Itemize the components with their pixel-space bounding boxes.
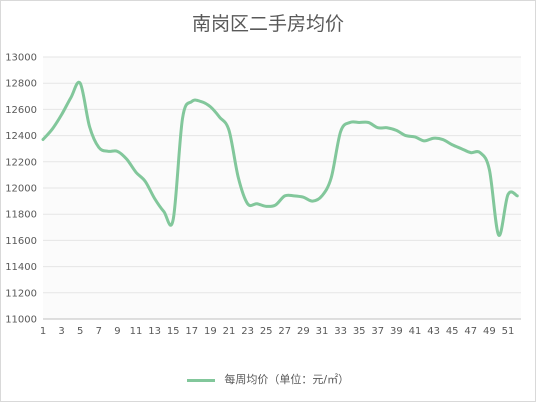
- chart-title: 南岗区二手房均价: [191, 13, 344, 35]
- x-tick-label: 23: [241, 326, 254, 337]
- x-tick-label: 27: [278, 326, 291, 337]
- x-tick-label: 41: [409, 326, 422, 337]
- x-tick-label: 11: [130, 326, 143, 337]
- y-tick-label: 12400: [5, 131, 37, 142]
- x-tick-label: 35: [353, 326, 366, 337]
- x-tick-label: 49: [483, 326, 496, 337]
- legend-label: 每周均价（单位：元/㎡）: [224, 373, 350, 386]
- x-tick-label: 29: [297, 326, 310, 337]
- x-tick-label: 37: [371, 326, 384, 337]
- x-tick-label: 21: [223, 326, 236, 337]
- x-tick-label: 9: [114, 326, 120, 337]
- x-tick-label: 45: [446, 326, 459, 337]
- y-tick-label: 12000: [5, 184, 37, 195]
- x-tick-label: 51: [502, 326, 515, 337]
- x-tick-label: 39: [390, 326, 403, 337]
- y-tick-label: 12600: [5, 105, 37, 116]
- x-tick-label: 25: [260, 326, 273, 337]
- series-line: [41, 80, 519, 237]
- y-tick-label: 11200: [5, 288, 37, 299]
- x-tick-label: 3: [58, 326, 64, 337]
- x-tick-label: 43: [427, 326, 440, 337]
- x-tick-label: 5: [77, 326, 83, 337]
- x-tick-label: 33: [334, 326, 347, 337]
- x-tick-label: 47: [464, 326, 477, 337]
- x-tick-label: 19: [204, 326, 217, 337]
- y-tick-label: 12200: [5, 157, 37, 168]
- y-tick-label: 12800: [5, 79, 37, 90]
- x-tick-label: 15: [167, 326, 180, 337]
- x-tick-label: 13: [148, 326, 161, 337]
- y-tick-label: 11800: [5, 210, 37, 221]
- legend: 每周均价（单位：元/㎡）: [1, 371, 535, 387]
- x-tick-label: 17: [185, 326, 198, 337]
- x-tick-label: 1: [40, 326, 46, 337]
- y-tick-label: 11000: [5, 315, 37, 326]
- y-tick-label: 11600: [5, 236, 37, 247]
- x-tick-label: 31: [316, 326, 329, 337]
- x-tick-label: 7: [96, 326, 102, 337]
- legend-swatch: [186, 378, 215, 382]
- y-tick-label: 13000: [5, 53, 37, 64]
- y-tick-label: 11400: [5, 262, 37, 273]
